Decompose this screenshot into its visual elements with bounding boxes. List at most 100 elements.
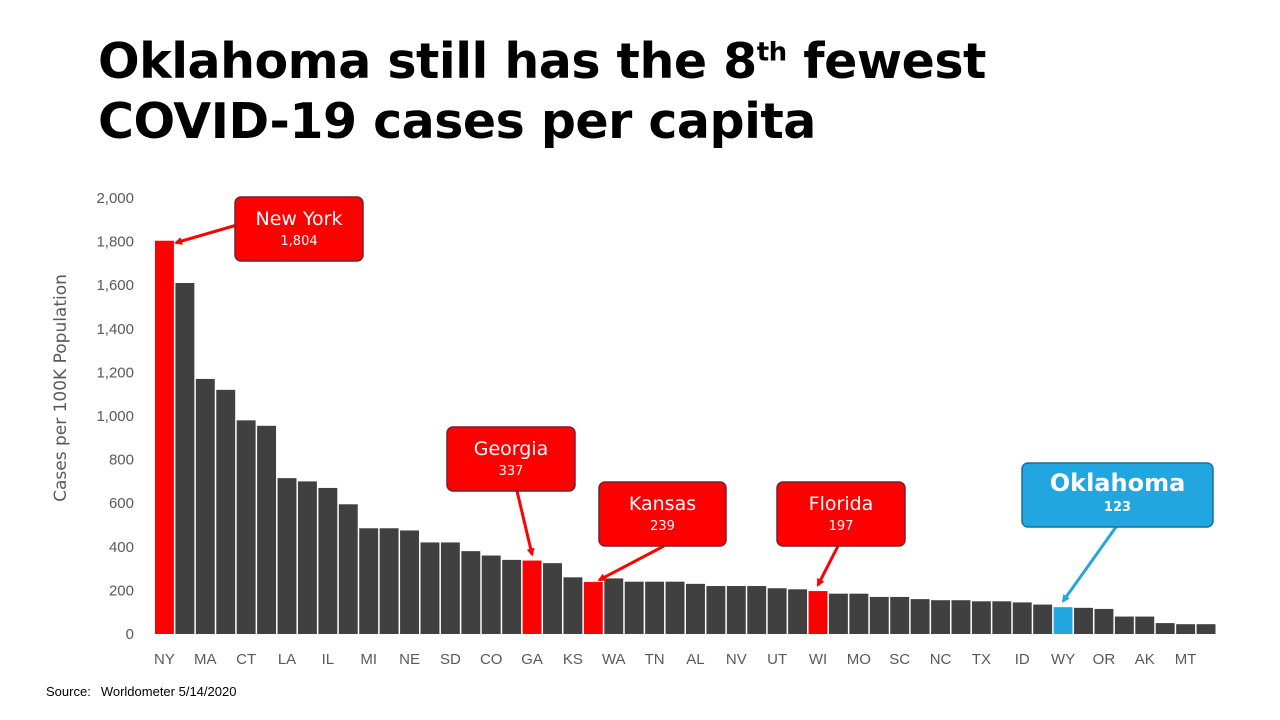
callout-label: Georgia: [474, 438, 549, 460]
source-note: Source: Worldometer 5/14/2020: [46, 684, 236, 699]
bar: [828, 593, 848, 634]
bar: [1176, 624, 1196, 634]
bar: [624, 581, 644, 634]
callout-label: Kansas: [629, 493, 696, 515]
callout-value: 123: [1104, 500, 1131, 515]
callout-arrow: [1061, 526, 1118, 603]
bar: [481, 555, 501, 634]
x-tick-label: NC: [930, 651, 952, 668]
callout-arrow: [816, 545, 840, 587]
bar: [1033, 604, 1053, 634]
source-label: Source:: [46, 684, 91, 699]
bar: [706, 586, 726, 634]
x-tick-label: SD: [440, 651, 461, 668]
bar: [1012, 602, 1032, 634]
x-tick-label: WA: [602, 651, 626, 668]
bar: [747, 586, 767, 634]
bar: [379, 528, 399, 634]
bar: [1074, 607, 1093, 634]
y-tick-label: 400: [109, 539, 134, 556]
x-tick-label: CO: [480, 651, 503, 668]
x-tick-label: WY: [1051, 651, 1075, 668]
y-tick-label: 600: [109, 495, 134, 512]
callout-box: [598, 481, 727, 547]
bar: [808, 591, 828, 634]
x-tick-label: MI: [360, 651, 377, 668]
bar: [277, 478, 297, 634]
callout-box: [776, 481, 906, 547]
bar: [400, 530, 419, 634]
x-tick-label: GA: [521, 651, 543, 668]
title-line1-text: Oklahoma still has the 8: [98, 33, 757, 90]
bar: [502, 559, 522, 634]
bar: [869, 596, 889, 634]
bar: [910, 599, 930, 634]
callout-arrow: [174, 223, 238, 245]
x-tick-label: NY: [154, 651, 175, 668]
x-tick-label: UT: [767, 651, 787, 668]
bar: [849, 593, 869, 634]
x-tick-label: ID: [1015, 651, 1030, 668]
x-tick-label: MT: [1175, 651, 1197, 668]
bar: [297, 481, 317, 634]
bar: [563, 577, 583, 634]
x-tick-label: TN: [645, 651, 665, 668]
bar: [583, 581, 603, 634]
y-tick-label: 800: [109, 452, 134, 469]
x-tick-label: AL: [686, 651, 704, 668]
x-tick-label: CT: [236, 651, 256, 668]
callout-box: [446, 426, 576, 492]
bar: [440, 542, 460, 634]
x-tick-label: NV: [726, 651, 747, 668]
bar: [665, 581, 685, 634]
bar: [420, 542, 440, 634]
bar: [461, 551, 481, 634]
x-tick-label: KS: [563, 651, 583, 668]
callout-value: 239: [650, 519, 675, 534]
callout-label: New York: [255, 208, 342, 230]
callout-value: 1,804: [280, 234, 317, 249]
bar: [931, 600, 950, 634]
callout-arrow: [597, 544, 665, 582]
bar: [992, 601, 1012, 634]
bar: [1135, 616, 1155, 634]
bar: [175, 283, 195, 634]
x-tick-label: MO: [847, 651, 871, 668]
x-tick-label: MA: [194, 651, 217, 668]
bar: [726, 586, 746, 634]
y-tick-label: 0: [126, 626, 134, 643]
x-tick-label: NE: [399, 651, 420, 668]
callout-box: [1021, 462, 1214, 528]
bar: [1053, 607, 1073, 634]
x-tick-label: TX: [972, 651, 991, 668]
y-tick-label: 1,600: [96, 277, 134, 294]
page-title: Oklahoma still has the 8th fewest COVID-…: [98, 32, 986, 152]
bar: [338, 504, 358, 634]
title-line1-end: fewest: [786, 33, 986, 90]
bar: [890, 596, 910, 634]
y-tick-label: 2,000: [96, 190, 134, 207]
bar: [543, 563, 562, 634]
y-tick-label: 1,200: [96, 364, 134, 381]
bar: [645, 581, 665, 634]
bar: [257, 425, 277, 634]
bar: [236, 420, 256, 634]
bar: [195, 378, 215, 634]
callout-arrow: [515, 490, 535, 557]
x-tick-label: OR: [1093, 651, 1116, 668]
x-tick-label: AK: [1135, 651, 1155, 668]
bar: [1155, 623, 1175, 634]
bar: [1196, 624, 1216, 634]
bar: [359, 528, 379, 634]
y-axis-label: Cases per 100K Population: [51, 274, 71, 502]
title-superscript: th: [756, 37, 787, 68]
bar: [767, 588, 787, 634]
bar: [1094, 608, 1114, 634]
callout-box: [234, 196, 364, 262]
source-text: Worldometer 5/14/2020: [100, 684, 237, 699]
callout-value: 337: [499, 464, 524, 479]
callout-label: Florida: [809, 493, 874, 515]
x-tick-label: WI: [809, 651, 827, 668]
y-tick-label: 1,000: [96, 408, 134, 425]
